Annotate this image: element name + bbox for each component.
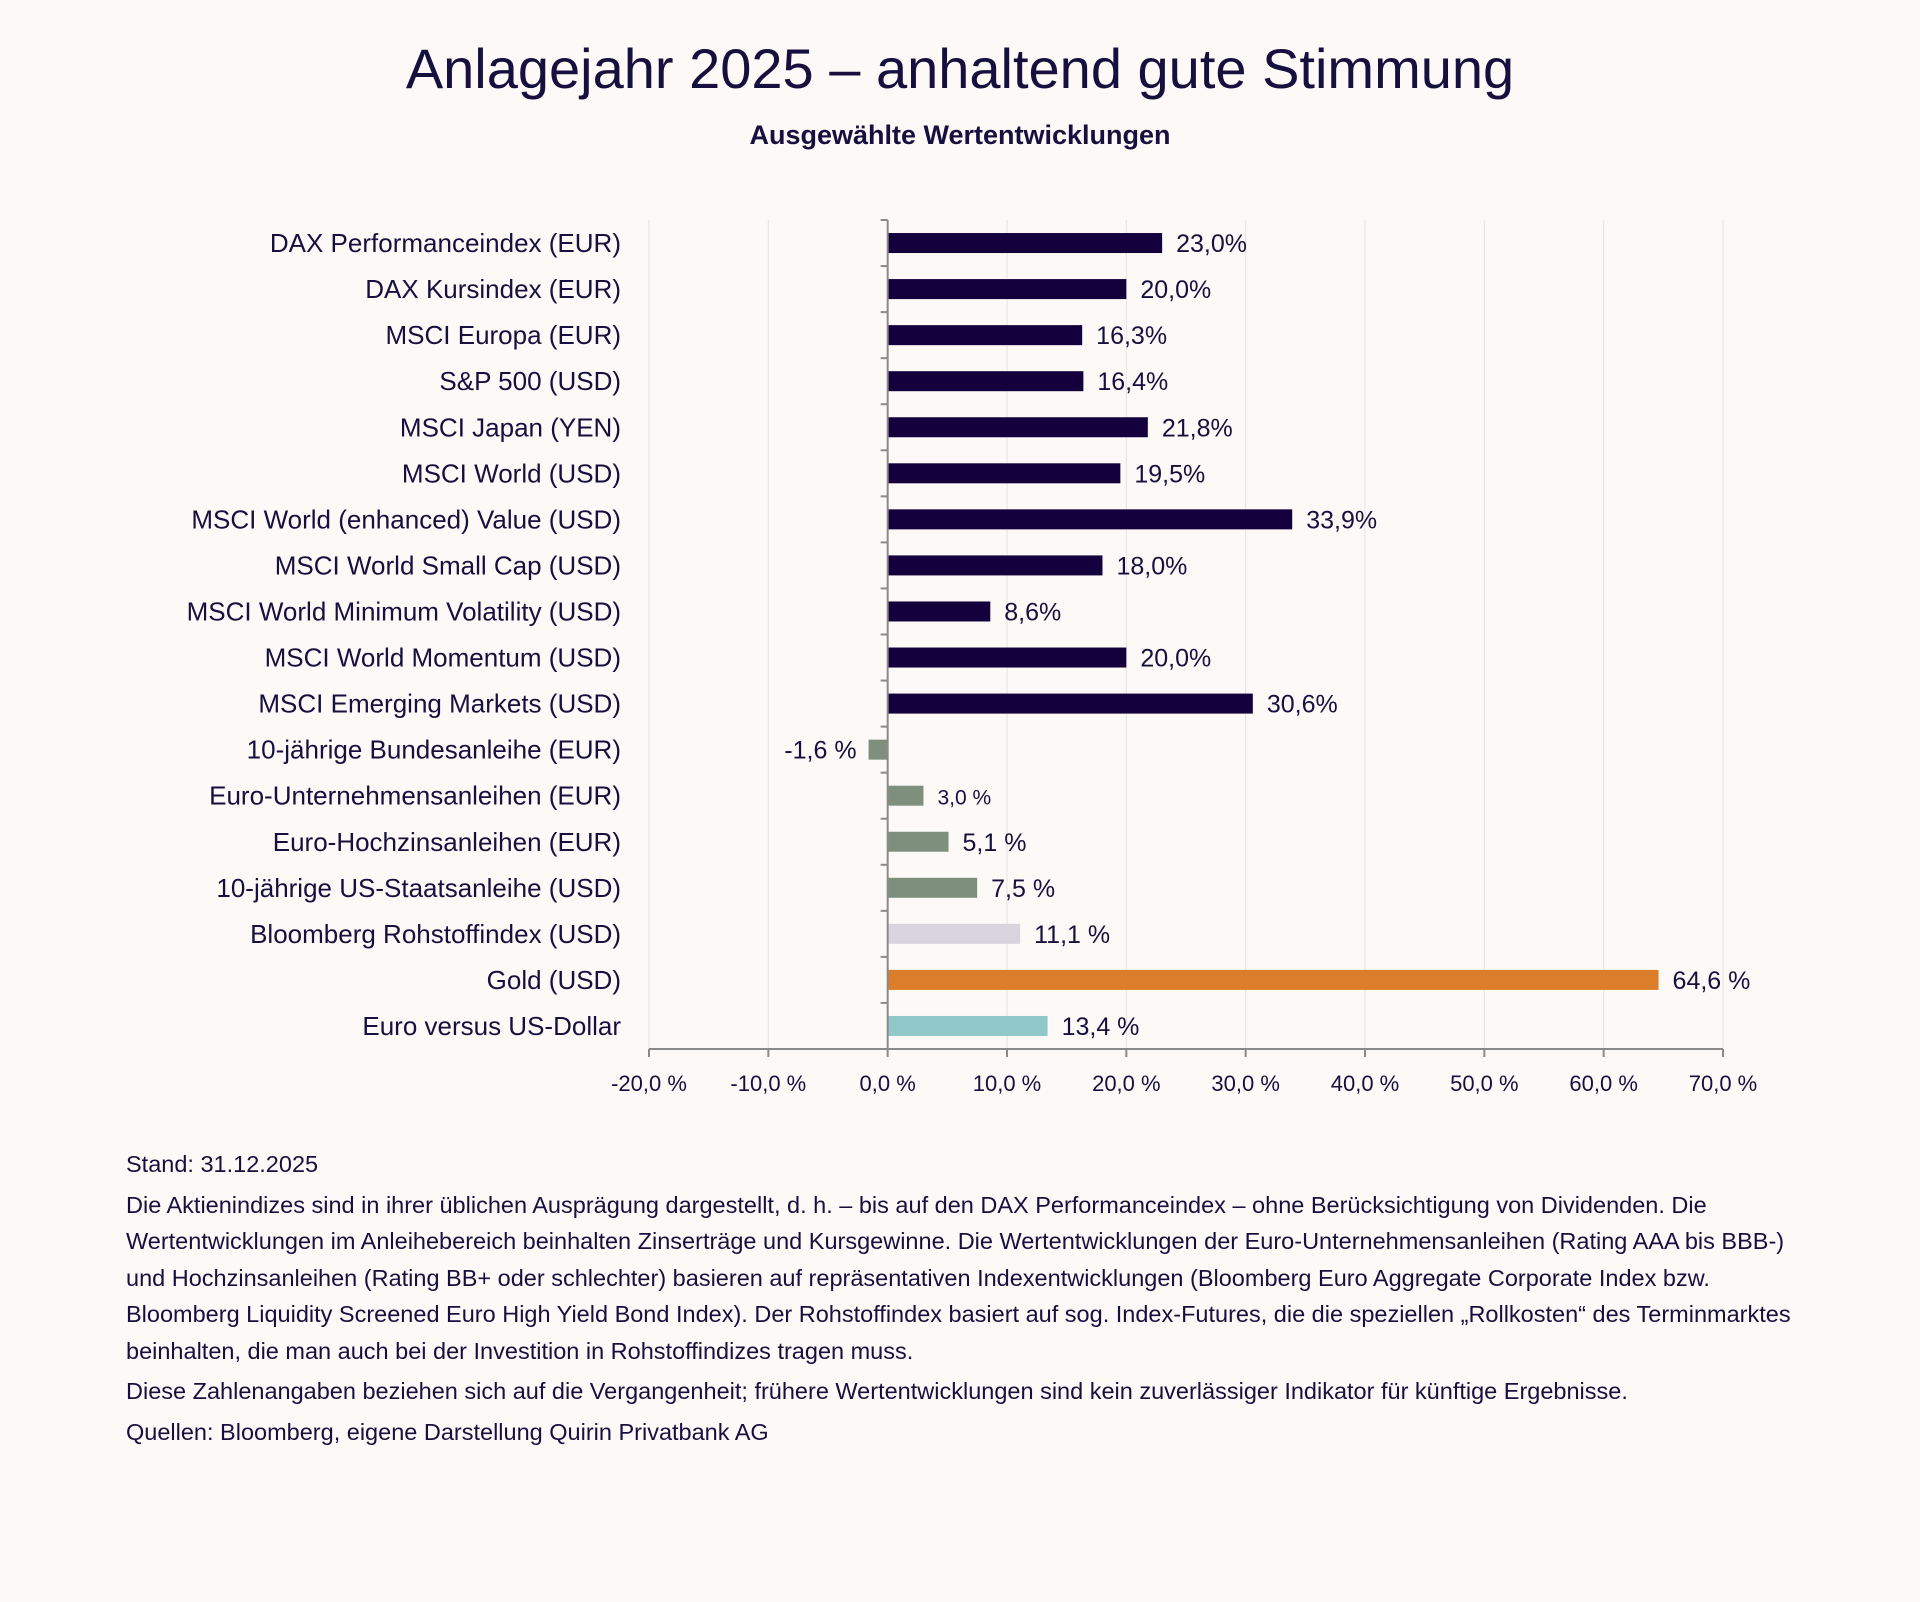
- disclaimer-note: Diese Zahlenangaben beziehen sich auf di…: [126, 1378, 1628, 1404]
- category-label: MSCI World Minimum Volatility (USD): [187, 596, 621, 626]
- category-label: Euro-Hochzinsanleihen (EUR): [273, 827, 621, 857]
- x-tick-label: 70,0 %: [1689, 1071, 1758, 1096]
- value-label: 13,4 %: [1062, 1013, 1140, 1041]
- value-label: 3,0 %: [937, 787, 991, 810]
- x-tick-label: 30,0 %: [1211, 1071, 1280, 1096]
- value-label: 30,6%: [1267, 691, 1338, 719]
- value-label: 16,4%: [1097, 368, 1168, 396]
- category-label: DAX Kursindex (EUR): [365, 274, 621, 304]
- value-label: 21,8%: [1162, 414, 1233, 442]
- category-label: S&P 500 (USD): [439, 366, 621, 396]
- value-label: 64,6 %: [1673, 967, 1751, 995]
- category-label: DAX Performanceindex (EUR): [270, 228, 621, 258]
- bar: [887, 417, 1148, 438]
- bar: [887, 325, 1083, 346]
- bar: [887, 969, 1659, 990]
- axes: -20,0 % -10,0 % 0,0 % 10,0 % 20,0 % 30,0 % 40,…: [611, 219, 1758, 1096]
- category-label: MSCI World (enhanced) Value (USD): [191, 504, 621, 534]
- bar: [887, 601, 991, 622]
- category-label: Euro-Unternehmensanleihen (EUR): [209, 781, 621, 811]
- category-label: MSCI World Small Cap (USD): [275, 550, 621, 580]
- x-tick-label: 50,0 %: [1450, 1071, 1519, 1096]
- bar: [887, 831, 949, 852]
- bar: [887, 233, 1163, 254]
- bar: [887, 279, 1127, 300]
- category-label: Gold (USD): [487, 965, 621, 995]
- x-tick-label: 40,0 %: [1331, 1071, 1400, 1096]
- value-label: 20,0%: [1140, 645, 1211, 673]
- category-label: Euro versus US-Dollar: [362, 1011, 621, 1041]
- bar: [887, 463, 1121, 484]
- x-tick-label: 60,0 %: [1569, 1071, 1638, 1096]
- bar: [887, 785, 924, 806]
- bar: [887, 923, 1021, 944]
- category-label: MSCI World (USD): [402, 458, 621, 488]
- x-tick-label: 20,0 %: [1092, 1071, 1161, 1096]
- bars: [868, 233, 1659, 1036]
- value-label: 5,1 %: [963, 829, 1027, 857]
- footnotes: Stand: 31.12.2025 Die Aktienindizes sind…: [126, 1146, 1796, 1454]
- page-title: Anlagejahr 2025 – anhaltend gute Stimmun…: [405, 37, 1515, 100]
- x-tick-label: -20,0 %: [611, 1071, 687, 1096]
- category-label: 10-jährige Bundesanleihe (EUR): [247, 735, 621, 765]
- value-label: 19,5%: [1134, 460, 1205, 488]
- value-label: 18,0%: [1116, 552, 1187, 580]
- value-label: 23,0%: [1176, 230, 1247, 258]
- bar: [887, 1015, 1048, 1036]
- value-label: 8,6%: [1004, 598, 1061, 626]
- sources-note: Quellen: Bloomberg, eigene Darstellung Q…: [126, 1418, 769, 1445]
- value-label: 33,9%: [1306, 506, 1377, 534]
- value-labels: 23,0% 20,0% 16,3% 16,4% 21,8% 19,5% 33,9% 18,0%…: [784, 230, 1750, 1041]
- value-label: 7,5 %: [991, 875, 1055, 903]
- bar: [868, 739, 888, 760]
- value-label: -1,6 %: [784, 737, 856, 765]
- value-label: 20,0%: [1140, 276, 1211, 304]
- category-labels: DAX Performanceindex (EUR) DAX Kursindex …: [187, 228, 622, 1041]
- bar: [887, 371, 1084, 392]
- category-label: MSCI Emerging Markets (USD): [258, 689, 621, 719]
- bar: [887, 509, 1293, 530]
- category-label: MSCI World Momentum (USD): [265, 643, 621, 673]
- gridlines: [648, 220, 1724, 1049]
- value-label: 11,1 %: [1034, 921, 1110, 949]
- bar: [887, 647, 1127, 668]
- bar-chart: DAX Performanceindex (EUR) DAX Kursindex …: [187, 219, 1758, 1096]
- category-label: Bloomberg Rohstoffindex (USD): [250, 919, 621, 949]
- x-tick-label: 10,0 %: [973, 1071, 1042, 1096]
- bar: [887, 693, 1253, 714]
- value-label: 16,3%: [1096, 322, 1167, 350]
- date-note: Stand: 31.12.2025: [126, 1151, 319, 1177]
- x-tick-label: -10,0 %: [730, 1071, 806, 1096]
- chart-subtitle: Ausgewählte Wertentwicklungen: [749, 120, 1171, 150]
- category-label: MSCI Europa (EUR): [386, 320, 622, 350]
- category-label: MSCI Japan (YEN): [400, 412, 621, 442]
- methodology-note: Die Aktienindizes sind in ihrer üblichen…: [126, 1191, 1791, 1364]
- bar: [887, 555, 1103, 576]
- category-label: 10-jährige US-Staatsanleihe (USD): [216, 873, 621, 903]
- x-tick-label: 0,0 %: [860, 1071, 916, 1096]
- bar: [887, 877, 978, 898]
